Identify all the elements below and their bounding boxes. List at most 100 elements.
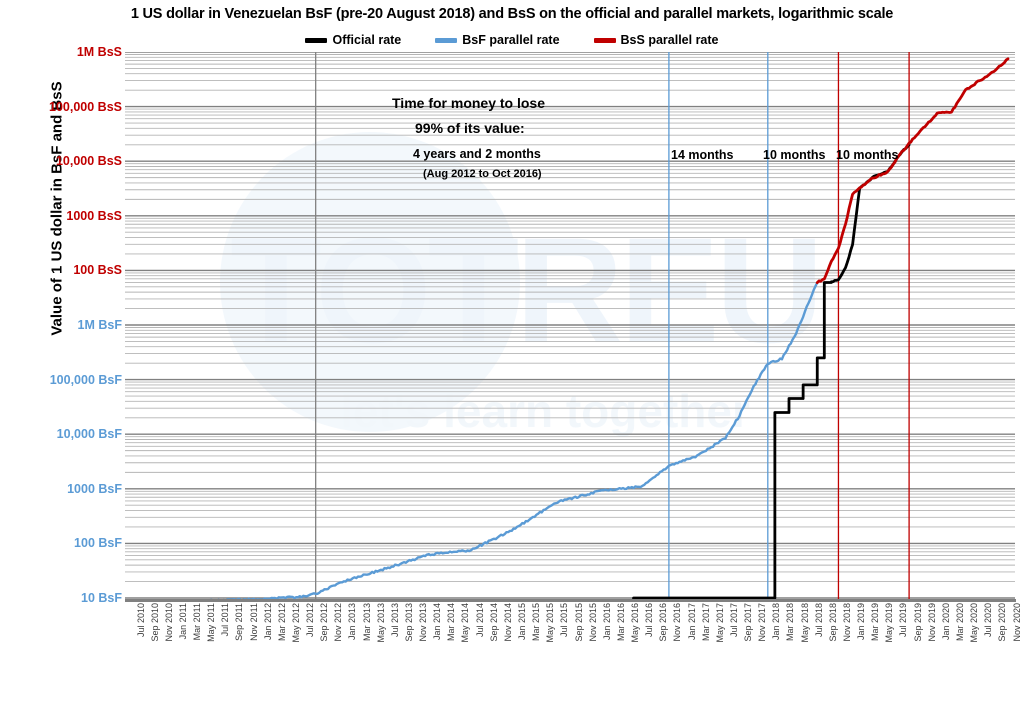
x-tick-0: Jul 2010 <box>135 603 146 638</box>
grid-lines <box>125 52 1015 599</box>
x-tick-55: Sep 2019 <box>912 603 923 642</box>
x-tick-47: May 2018 <box>799 603 810 643</box>
x-tick-48: Jul 2018 <box>813 603 824 638</box>
y-tick-10: 10 BsF <box>81 591 122 605</box>
x-tick-10: Mar 2012 <box>276 603 287 642</box>
y-tick-5: 1M BsF <box>77 318 122 332</box>
legend-label-official-rate: Official rate <box>332 33 402 47</box>
watermark: TOTREU let's learn together <box>220 132 824 437</box>
x-tick-59: May 2020 <box>969 603 980 643</box>
x-tick-32: Nov 2015 <box>587 603 598 642</box>
annotation-line-4: (Aug 2012 to Oct 2016) <box>423 168 542 180</box>
svg-text:let's learn together: let's learn together <box>340 385 750 437</box>
x-tick-4: Mar 2011 <box>192 603 203 641</box>
x-tick-31: Sep 2015 <box>573 603 584 642</box>
legend-item-bss-parallel-rate[interactable]: BsS parallel rate <box>593 33 719 47</box>
x-tick-41: May 2017 <box>714 603 725 643</box>
x-tick-33: Jan 2016 <box>601 603 612 641</box>
x-tick-36: Jul 2016 <box>644 603 655 638</box>
x-tick-35: May 2016 <box>630 603 641 643</box>
marker-lines <box>315 52 910 599</box>
x-tick-16: Mar 2013 <box>361 603 372 642</box>
x-tick-3: Jan 2011 <box>177 603 188 640</box>
x-tick-40: Mar 2017 <box>700 603 711 642</box>
x-tick-54: Jul 2019 <box>898 603 909 638</box>
x-tick-1: Sep 2010 <box>149 603 160 642</box>
x-tick-21: Jan 2014 <box>432 603 443 641</box>
x-tick-22: Mar 2014 <box>446 603 457 642</box>
x-tick-37: Sep 2016 <box>658 603 669 642</box>
x-tick-28: Mar 2015 <box>531 603 542 642</box>
y-tick-6: 100,000 BsF <box>49 372 122 387</box>
x-tick-2: Nov 2010 <box>163 603 174 642</box>
x-tick-34: Mar 2016 <box>615 603 626 642</box>
x-tick-50: Nov 2018 <box>841 603 852 642</box>
x-tick-30: Jul 2015 <box>559 603 570 638</box>
legend-label-bss-parallel-rate: BsS parallel rate <box>620 33 719 47</box>
x-tick-14: Nov 2012 <box>333 603 344 642</box>
x-tick-57: Jan 2020 <box>940 603 951 641</box>
legend-label-bsf-parallel-rate: BsF parallel rate <box>462 33 560 47</box>
legend-swatch-bss-parallel-rate <box>593 37 616 43</box>
gap-14-months: 14 months <box>671 148 734 162</box>
plot-svg: TOTREU let's learn together <box>125 52 1015 599</box>
x-tick-60: Jul 2020 <box>983 603 994 638</box>
gap-10-months-b: 10 months <box>836 148 899 162</box>
x-tick-61: Sep 2020 <box>997 603 1008 642</box>
gap-10-months-a: 10 months <box>763 148 826 162</box>
x-tick-39: Jan 2017 <box>686 603 697 641</box>
x-tick-46: Mar 2018 <box>785 603 796 642</box>
legend-item-bsf-parallel-rate[interactable]: BsF parallel rate <box>435 33 560 47</box>
x-tick-15: Jan 2013 <box>347 603 358 641</box>
x-tick-19: Sep 2013 <box>403 603 414 642</box>
x-tick-5: May 2011 <box>206 603 217 642</box>
x-tick-56: Nov 2019 <box>926 603 937 642</box>
x-tick-23: May 2014 <box>460 603 471 643</box>
x-tick-52: Mar 2019 <box>870 603 881 642</box>
x-tick-38: Nov 2016 <box>672 603 683 642</box>
annotation-line-1: Time for money to lose <box>392 95 545 111</box>
y-tick-1: 100,000 BsS <box>49 99 122 114</box>
x-tick-25: Sep 2014 <box>488 603 499 642</box>
x-tick-6: Jul 2011 <box>220 603 231 637</box>
x-axis-line <box>125 599 1016 602</box>
x-tick-45: Jan 2018 <box>771 603 782 641</box>
y-tick-7: 10,000 BsF <box>56 427 122 442</box>
data-series <box>209 57 1010 599</box>
x-tick-18: Jul 2013 <box>389 603 400 638</box>
x-tick-17: May 2013 <box>375 603 386 643</box>
x-tick-8: Nov 2011 <box>248 603 259 641</box>
annotation-line-2: 99% of its value: <box>415 120 525 136</box>
y-tick-2: 10,000 BsS <box>55 154 122 169</box>
x-tick-9: Jan 2012 <box>262 603 273 641</box>
series-line-bsf-parallel-rate <box>209 281 819 599</box>
x-tick-11: May 2012 <box>290 603 301 643</box>
y-tick-0: 1M BsS <box>76 45 122 59</box>
x-axis-tick-labels: Jul 2010 Sep 2010 Nov 2010 Jan 2011 Mar 2011… <box>125 603 1022 702</box>
y-axis-tick-labels: 1M BsS 100,000 BsS 10,000 BsS 1000 BsS 100 B… <box>0 0 122 702</box>
plot-area: TOTREU let's learn together <box>125 52 1015 599</box>
x-tick-29: May 2015 <box>545 603 556 643</box>
series-line-bss-parallel-rate <box>815 57 1010 284</box>
x-tick-49: Sep 2018 <box>827 603 838 642</box>
x-tick-62: Nov 2020 <box>1011 603 1022 642</box>
x-tick-7: Sep 2011 <box>234 603 245 641</box>
x-tick-27: Jan 2015 <box>516 603 527 641</box>
x-tick-53: May 2019 <box>884 603 895 643</box>
legend-swatch-bsf-parallel-rate <box>435 37 458 43</box>
y-tick-4: 100 BsS <box>73 263 122 278</box>
x-tick-26: Nov 2014 <box>502 603 513 642</box>
y-tick-3: 1000 BsS <box>66 208 122 223</box>
x-tick-51: Jan 2019 <box>856 603 867 641</box>
x-tick-44: Nov 2017 <box>757 603 768 642</box>
x-tick-43: Sep 2017 <box>743 603 754 642</box>
y-tick-8: 1000 BsF <box>67 481 122 496</box>
svg-text:TOTREU: TOTREU <box>230 206 820 374</box>
x-tick-20: Nov 2013 <box>418 603 429 642</box>
x-tick-12: Jul 2012 <box>305 603 316 638</box>
x-tick-58: Mar 2020 <box>954 603 965 642</box>
page-title: 1 US dollar in Venezuelan BsF (pre-20 Au… <box>130 6 894 22</box>
y-tick-9: 100 BsF <box>74 536 122 551</box>
legend-item-official-rate[interactable]: Official rate <box>305 33 401 47</box>
